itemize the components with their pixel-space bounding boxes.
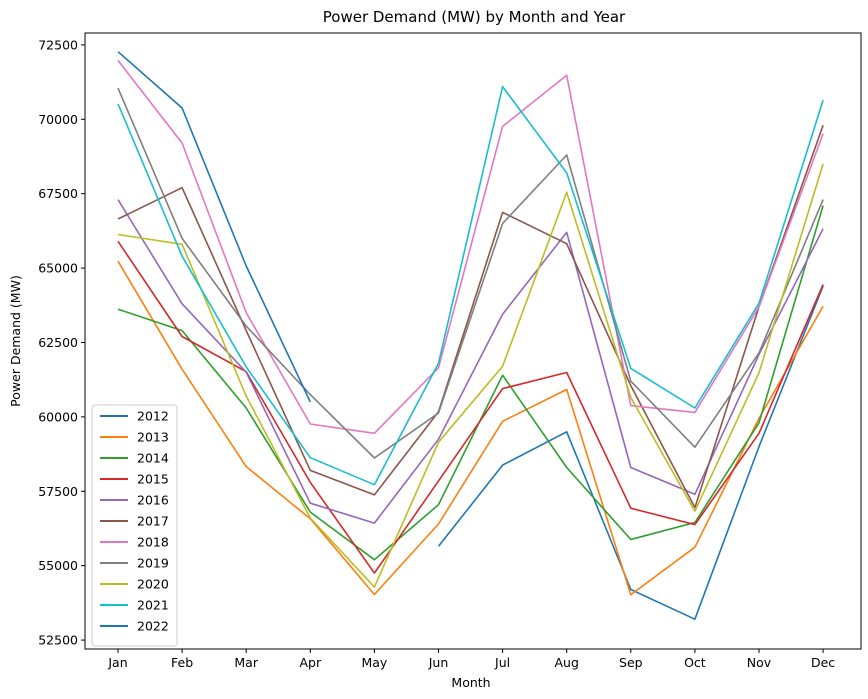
y-tick-label: 65000 [38, 261, 78, 276]
x-axis: Jan Feb Mar Apr May Jun Jul Aug Sep Oct Nov Dec [107, 649, 835, 670]
y-tick-label: 62500 [38, 335, 78, 350]
x-tick-label: Nov [747, 655, 772, 670]
y-axis-label: Power Demand (MW) [8, 275, 23, 407]
y-tick-label: 72500 [38, 37, 78, 52]
y-tick-label: 52500 [38, 633, 78, 648]
series-line-2016 [117, 199, 824, 524]
legend-label-2021: 2021 [137, 598, 169, 613]
legend-label-2022: 2022 [137, 619, 169, 634]
legend-label-2017: 2017 [137, 514, 169, 529]
series-line-2012 [437, 285, 824, 620]
x-tick-label: Aug [554, 655, 578, 670]
x-tick-label: Jun [428, 655, 449, 670]
legend-label-2015: 2015 [137, 472, 169, 487]
y-tick-label: 57500 [38, 484, 78, 499]
series-line-2019 [117, 87, 824, 459]
legend-label-2012: 2012 [137, 409, 169, 424]
x-tick-label: Apr [299, 655, 321, 670]
series-line-2021 [117, 85, 824, 486]
x-tick-label: Mar [234, 655, 258, 670]
legend-label-2016: 2016 [137, 493, 169, 508]
plot-lines [117, 51, 824, 620]
legend-box [91, 404, 178, 647]
series-line-2015 [117, 240, 824, 574]
legend-label-2014: 2014 [137, 451, 169, 466]
x-tick-label: Jul [494, 655, 510, 670]
plot-frame [84, 32, 862, 650]
series-line-2017 [117, 125, 824, 509]
x-axis-label: Month [451, 675, 490, 690]
legend-label-2013: 2013 [137, 430, 169, 445]
y-axis: 52500 55000 57500 60000 62500 65000 67500 70000… [38, 37, 85, 648]
y-tick-label: 55000 [38, 558, 78, 573]
x-tick-label: Feb [171, 655, 193, 670]
legend-label-2018: 2018 [137, 535, 169, 550]
legend: 2012 2013 2014 2015 2016 2017 2018 2019 2020 2021… [91, 404, 178, 647]
x-tick-label: Sep [619, 655, 643, 670]
series-line-2018 [117, 59, 824, 435]
x-tick-label: Dec [811, 655, 835, 670]
series-line-2022 [117, 51, 312, 403]
legend-label-2019: 2019 [137, 556, 169, 571]
x-tick-label: Jan [107, 655, 127, 670]
series-line-2013 [117, 260, 824, 596]
x-tick-label: Oct [684, 655, 706, 670]
series-line-2014 [117, 205, 824, 561]
x-tick-label: May [361, 655, 387, 670]
legend-label-2020: 2020 [137, 577, 169, 592]
y-tick-label: 60000 [38, 409, 78, 424]
chart-title: Power Demand (MW) by Month and Year [323, 8, 626, 26]
y-tick-label: 70000 [38, 112, 78, 127]
series-line-2020 [117, 163, 824, 588]
y-tick-label: 67500 [38, 186, 78, 201]
